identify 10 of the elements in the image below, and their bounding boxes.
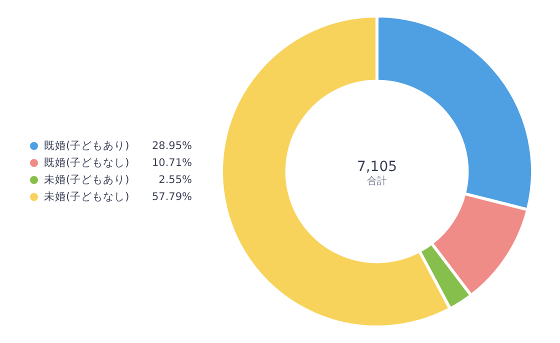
legend-label: 既婚(子どもなし) [44, 156, 130, 170]
legend-label: 未婚(子どもあり) [44, 173, 130, 187]
text: 合計 [367, 175, 387, 188]
data-label: 57.79% [150, 191, 192, 203]
text: 7,105 [356, 159, 398, 176]
legend-label: 未婚(子どもなし) [44, 190, 130, 204]
data-label: 28.95% [150, 140, 192, 152]
data-label: 2.55% [158, 174, 192, 186]
legend-label: 既婚(子どもあり) [44, 139, 130, 153]
data-label: 10.71% [150, 157, 192, 169]
